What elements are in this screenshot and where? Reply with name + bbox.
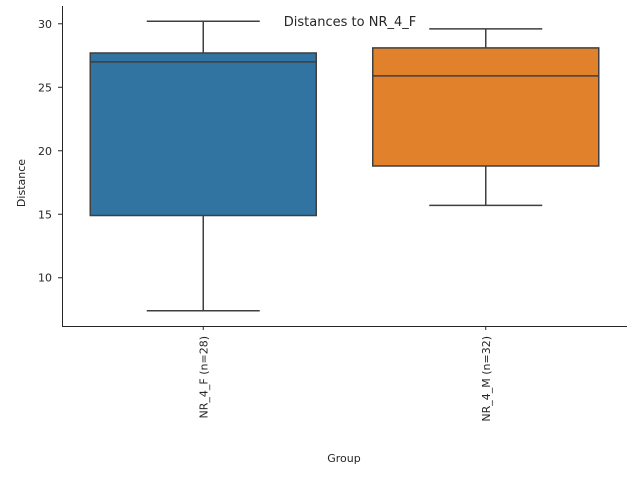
box-1: [372, 28, 600, 207]
y-tick-label: 10: [38, 272, 52, 285]
box-0: [89, 20, 317, 312]
y-tick-label: 30: [38, 18, 52, 31]
boxes-group: [89, 20, 600, 312]
x-tick-label: NR_4_F (n=28): [197, 336, 210, 418]
iqr-box: [372, 47, 600, 167]
y-tick-label: 20: [38, 145, 52, 158]
chart-title: Distances to NR_4_F: [284, 15, 416, 30]
x-tick-label: NR_4_M (n=32): [480, 336, 493, 422]
x-axis-label: Group: [327, 452, 361, 465]
y-axis-label: Distance: [15, 159, 28, 207]
x-axis-ticks: NR_4_F (n=28) NR_4_M (n=32): [197, 326, 493, 422]
y-tick-label: 25: [38, 81, 52, 94]
y-axis-ticks: 10 15 20 25 30: [38, 18, 62, 285]
y-tick-label: 15: [38, 208, 52, 221]
iqr-box: [89, 52, 317, 217]
